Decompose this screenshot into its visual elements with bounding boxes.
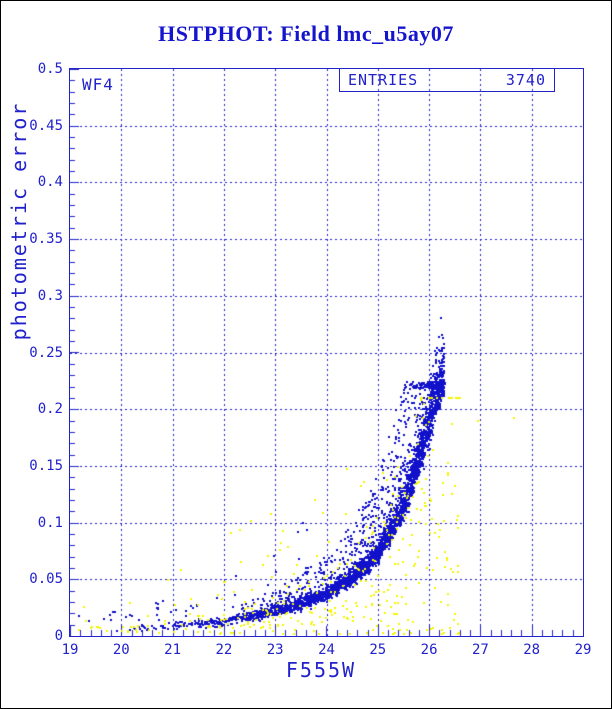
entries-label: ENTRIES <box>348 71 419 89</box>
x-tick-label: 20 <box>112 642 130 658</box>
y-tick-label: 0.05 <box>29 571 63 588</box>
y-tick-label: 0.4 <box>37 174 63 191</box>
x-tick-label: 23 <box>266 642 284 658</box>
y-tick-label: 0.25 <box>29 344 63 361</box>
x-axis-title: F555W <box>285 658 357 682</box>
scatter-plot-canvas <box>70 69 583 636</box>
detector-label: WF4 <box>82 75 114 94</box>
x-tick-label: 19 <box>61 642 79 658</box>
y-tick-label: 0.2 <box>37 401 63 418</box>
x-tick-label: 27 <box>471 642 489 658</box>
page-title: HSTPHOT: Field lmc_u5ay07 <box>158 21 454 46</box>
x-tick-label: 24 <box>318 642 335 658</box>
x-tick-label: 25 <box>369 642 387 658</box>
y-tick-label: 0.1 <box>37 514 63 531</box>
x-tick-label: 28 <box>523 642 541 658</box>
plot-area: WF4 ENTRIES 3740 <box>69 68 584 637</box>
x-tick-label: 29 <box>574 642 592 658</box>
x-tick-label: 26 <box>420 642 438 658</box>
entries-box: ENTRIES 3740 <box>339 68 555 92</box>
y-axis-title: photometric error <box>7 101 31 341</box>
x-tick-label: 21 <box>164 642 182 658</box>
y-tick-label: 0.3 <box>37 287 63 304</box>
y-tick-label: 0.15 <box>29 457 63 474</box>
x-tick-label: 22 <box>215 642 233 658</box>
y-tick-label: 0 <box>54 628 63 644</box>
y-tick-label: 0.5 <box>37 61 63 77</box>
y-tick-label: 0.45 <box>29 117 63 134</box>
entries-value: 3740 <box>505 71 546 89</box>
y-tick-label: 0.35 <box>29 231 63 248</box>
